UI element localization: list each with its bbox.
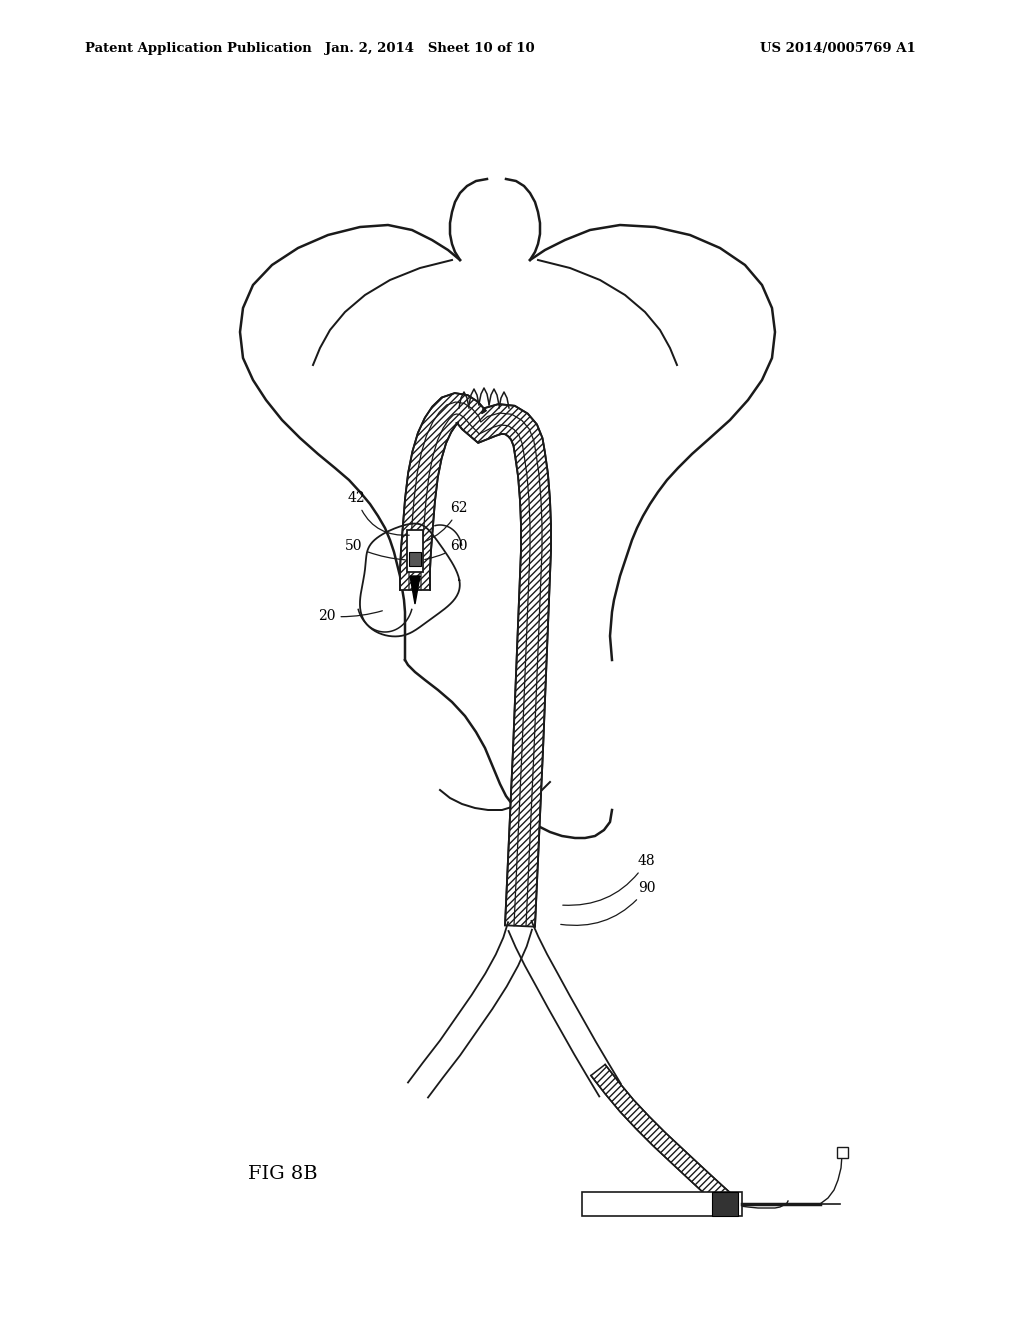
- Bar: [407, 531, 423, 572]
- Text: 62: 62: [427, 502, 468, 541]
- Bar: [409, 552, 421, 566]
- Text: US 2014/0005769 A1: US 2014/0005769 A1: [760, 42, 915, 55]
- Bar: [582, 1192, 742, 1216]
- Polygon shape: [400, 393, 551, 927]
- Polygon shape: [591, 1064, 733, 1209]
- Text: 42: 42: [348, 491, 410, 536]
- Bar: [837, 1147, 848, 1158]
- Text: 48: 48: [563, 854, 655, 906]
- Text: 90: 90: [561, 880, 655, 925]
- Text: FIG 8B: FIG 8B: [248, 1166, 317, 1183]
- Text: 50: 50: [345, 539, 406, 560]
- Text: 20: 20: [318, 609, 382, 623]
- Polygon shape: [410, 576, 420, 605]
- Text: Patent Application Publication: Patent Application Publication: [85, 42, 311, 55]
- Text: 60: 60: [425, 539, 468, 560]
- Bar: [712, 1192, 738, 1216]
- Text: Jan. 2, 2014   Sheet 10 of 10: Jan. 2, 2014 Sheet 10 of 10: [326, 42, 535, 55]
